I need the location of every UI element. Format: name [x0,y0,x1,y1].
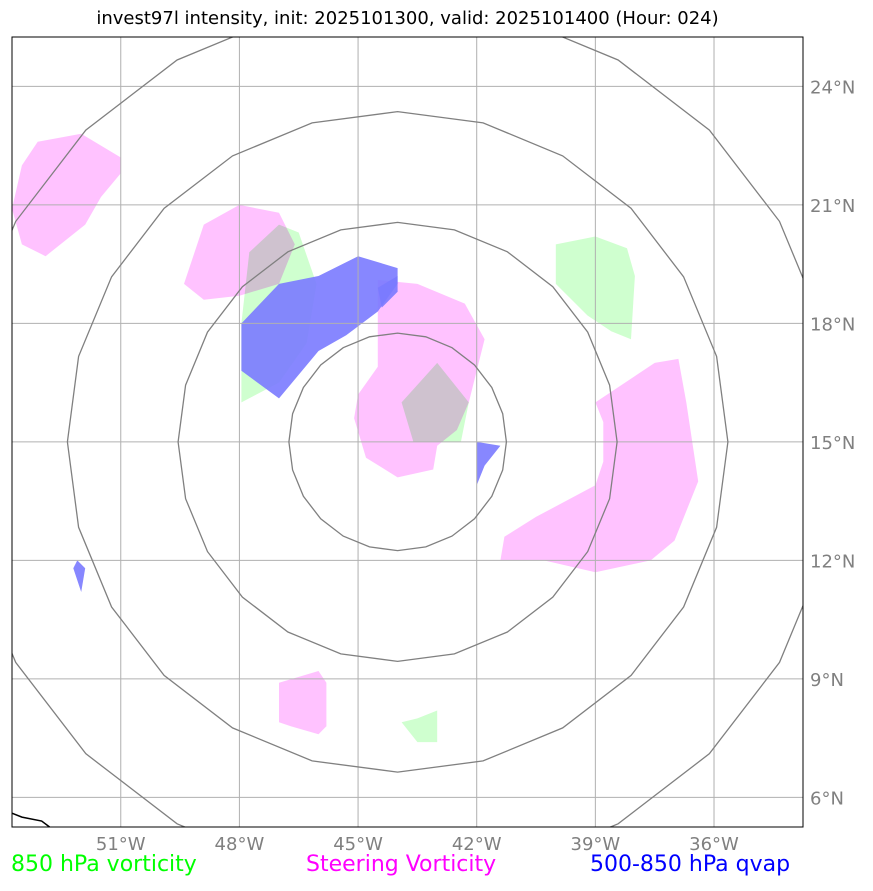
latitude-tick-label: 12°N [810,551,855,572]
steering-vorticity-area [354,279,485,478]
latitude-tick-label: 21°N [810,196,855,217]
longitude-tick-label: 36°W [689,834,739,855]
steering-vorticity-layer [12,133,699,735]
coastline-layer [12,812,51,827]
longitude-tick-label: 42°W [452,834,502,855]
longitude-tick-label: 51°W [96,834,146,855]
latitude-tick-label: 9°N [810,670,844,691]
vorticity-850-area [401,710,438,743]
latitude-labels: 6°N 9°N 12°N 15°N 18°N 21°N 24°N [810,77,855,809]
latitude-tick-label: 15°N [810,433,855,454]
qvap-area [377,276,398,308]
range-ring [66,110,729,773]
legend-vorticity-850: 850 hPa vorticity [11,852,197,877]
coastline [12,812,51,827]
steering-vorticity-area [279,671,327,735]
range-rings [12,37,803,827]
longitude-tick-label: 39°W [571,834,621,855]
latitude-tick-label: 24°N [810,77,855,98]
qvap-area [73,560,86,592]
longitude-tick-label: 48°W [215,834,265,855]
range-ring [288,332,508,552]
qvap-area [476,441,501,486]
longitude-labels: 51°W 48°W 45°W 42°W 39°W 36°W [96,834,739,855]
range-ring [177,221,618,663]
legend-steering-vorticity: Steering Vorticity [306,852,497,877]
map-frame [11,36,804,828]
map-title: invest97l intensity, init: 2025101300, v… [96,8,719,29]
latitude-tick-label: 18°N [810,314,855,335]
graticule [12,37,803,827]
legend-qvap: 500-850 hPa qvap [590,852,791,877]
steering-vorticity-area [12,133,121,257]
range-ring [12,37,803,827]
longitude-tick-label: 45°W [333,834,383,855]
latitude-tick-label: 6°N [810,788,844,809]
steering-vorticity-area [500,358,699,573]
